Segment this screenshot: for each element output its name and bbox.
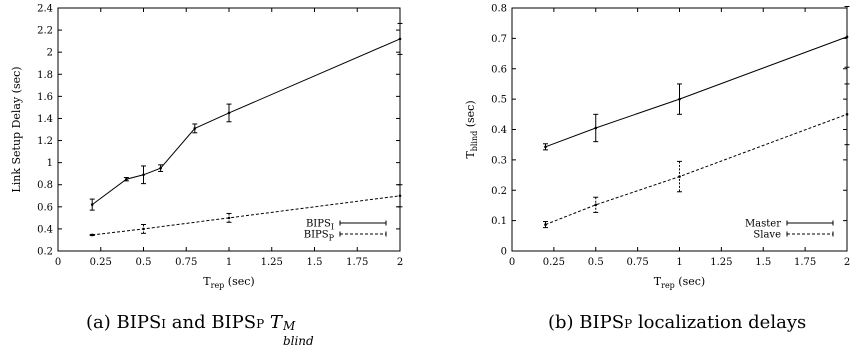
x-tick-label: 1.25 — [261, 257, 283, 268]
caption-a-var-sup: M — [282, 319, 296, 333]
data-point — [142, 173, 145, 177]
data-point — [845, 35, 849, 39]
y-tick-label: 0.1 — [491, 216, 507, 227]
x-axis-label: Trep (sec) — [654, 275, 705, 290]
series-line-1 — [92, 195, 401, 236]
x-tick-label: 0.25 — [90, 257, 112, 268]
x-tick-label: 1 — [676, 257, 682, 268]
y-tick-label: 2.2 — [37, 26, 53, 37]
x-tick-label: 0 — [509, 257, 515, 268]
y-tick-label: 0.6 — [37, 202, 53, 213]
data-point — [90, 203, 94, 206]
data-point — [125, 177, 128, 181]
x-tick-label: 1.25 — [710, 257, 732, 268]
y-tick-label: 0.2 — [37, 247, 53, 258]
chart-panel-b: 0 0.25 0.5 0.75 1 1.25 1.5 1.75 2 0 0.1 0.2 0.3 0.4 0.… — [464, 4, 850, 291]
y-axis-label: Link Setup Delay (sec) — [10, 66, 23, 192]
x-tick-label: 2 — [397, 257, 403, 268]
y-tick-label: 1 — [47, 158, 53, 169]
data-point — [159, 166, 162, 170]
data-point — [845, 113, 849, 116]
y-tick-label: 0.5 — [491, 95, 507, 106]
caption-a-var: T — [269, 312, 282, 333]
figure-canvas: 0 0.25 0.5 0.75 1 1.25 1.5 1.75 2 0.2 0.4 0.6 0.8 1 1.… — [10, 4, 850, 291]
y-tick-label: 1.8 — [37, 70, 53, 81]
caption-b-sub1: P — [624, 317, 633, 331]
series-line-0 — [91, 38, 401, 206]
series-line-1 — [545, 113, 848, 226]
x-tick-label: 0 — [55, 257, 61, 268]
x-tick-label: 0.5 — [588, 257, 604, 268]
caption-a-label: (a) BIPS — [86, 312, 162, 333]
y-tick-label: 2.4 — [37, 4, 53, 15]
y-tick-label: 0.4 — [491, 125, 507, 136]
data-point — [678, 97, 681, 101]
plot-frame — [511, 7, 848, 252]
data-point — [142, 227, 145, 231]
data-point — [398, 194, 402, 198]
y-tick-label: 0.6 — [491, 64, 507, 75]
data-point — [678, 175, 681, 178]
y-tick-label: 2 — [47, 48, 53, 59]
x-tick-label: 1 — [226, 257, 232, 268]
caption-b-rest: localization delays — [632, 312, 807, 333]
data-point — [90, 233, 94, 237]
data-point — [594, 126, 598, 130]
y-tick-label: 0.8 — [491, 4, 507, 15]
y-tick-label: 1.2 — [37, 136, 53, 147]
y-tick-label: 0.8 — [37, 180, 53, 191]
error-bar — [844, 83, 850, 146]
caption-b: (b) BIPSP localization delays — [548, 312, 806, 333]
legend-label-0: BIPSI — [306, 219, 334, 232]
caption-a-sub1: I — [161, 317, 167, 331]
legend-label-1: BIPSP — [304, 230, 335, 243]
data-point — [227, 216, 231, 220]
x-tick-label: 0.5 — [136, 257, 152, 268]
data-point — [398, 37, 402, 41]
x-tick-label: 1.75 — [794, 257, 816, 268]
data-point — [544, 223, 547, 226]
series-line-0 — [545, 36, 848, 148]
y-tick-label: 0.4 — [37, 224, 53, 235]
y-axis-label: Tblind (sec) — [464, 100, 479, 158]
data-point — [227, 111, 231, 115]
legend-label-1: Slave — [753, 230, 781, 241]
caption-a-mid: and BIPS — [166, 312, 257, 333]
caption-b-label: (b) BIPS — [548, 312, 625, 333]
y-tick-label: 1.4 — [37, 114, 53, 125]
x-tick-label: 0.25 — [543, 257, 565, 268]
caption-a-var-sub: blind — [282, 334, 314, 348]
chart-panel-a: 0 0.25 0.5 0.75 1 1.25 1.5 1.75 2 0.2 0.4 0.6 0.8 1 1.… — [10, 4, 403, 291]
caption-a-sub2: P — [256, 317, 265, 331]
x-tick-label: 0.75 — [626, 257, 648, 268]
error-bar — [543, 221, 548, 229]
y-tick-label: 0.3 — [491, 155, 507, 166]
data-point — [193, 127, 197, 130]
x-tick-label: 2 — [844, 257, 850, 268]
y-tick-label: 1.6 — [37, 92, 53, 103]
y-tick-label: 0.7 — [491, 34, 507, 45]
x-axis-label: Trep (sec) — [203, 275, 254, 290]
x-tick-label: 1.5 — [307, 257, 323, 268]
y-tick-label: 0.2 — [491, 186, 507, 197]
x-tick-label: 1.75 — [346, 257, 368, 268]
x-tick-label: 1.5 — [755, 257, 771, 268]
legend-label-0: Master — [745, 219, 781, 230]
data-point — [544, 145, 547, 149]
x-tick-label: 0.75 — [175, 257, 197, 268]
y-tick-label: 0 — [501, 247, 507, 258]
data-point — [594, 203, 598, 207]
